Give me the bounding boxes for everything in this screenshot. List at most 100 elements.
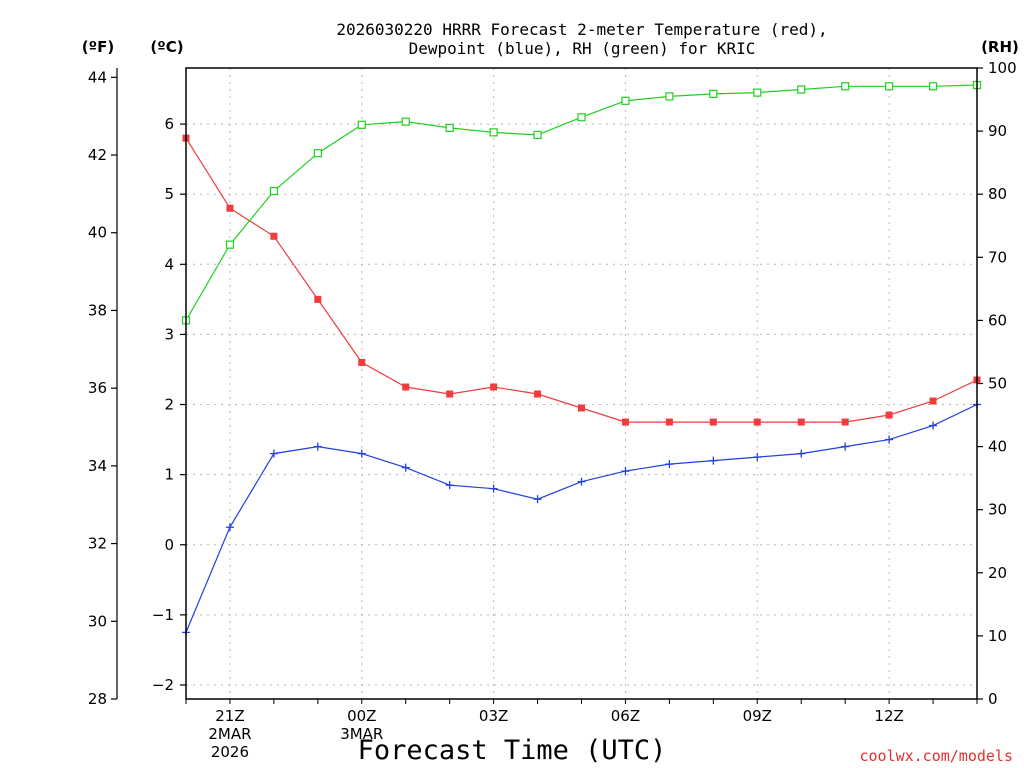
- dewpoint-point: [885, 435, 894, 444]
- temperature-point: [270, 232, 278, 240]
- x-tick-label: 00Z: [347, 707, 376, 725]
- rh-point: [445, 123, 454, 133]
- dewpoint-point: [269, 449, 278, 458]
- temperature-point: [753, 418, 761, 426]
- celsius-unit-label: (ºC): [150, 38, 183, 56]
- temperature-point: [226, 204, 234, 212]
- rh-point: [225, 240, 235, 249]
- dewpoint-point: [313, 442, 322, 451]
- dewpoint-point: [797, 449, 806, 458]
- dewpoint-point: [929, 421, 938, 430]
- celsius-tick-label: −2: [152, 676, 174, 694]
- fahrenheit-tick-label: 38: [88, 301, 107, 319]
- axes: 283032343638404244−2−1012345601020304050…: [88, 59, 1017, 761]
- temperature-point: [929, 397, 937, 405]
- temperature-point: [402, 383, 410, 391]
- temperature-line: [185, 137, 978, 423]
- celsius-tick-label: 1: [164, 466, 174, 484]
- temperature-point: [709, 418, 717, 426]
- dewpoint-point: [709, 456, 718, 465]
- fahrenheit-tick-label: 34: [88, 457, 107, 475]
- rh-tick-label: 40: [988, 438, 1007, 456]
- x-tick-label: 03Z: [479, 707, 508, 725]
- rh-point: [797, 85, 806, 94]
- fahrenheit-unit-label: (ºF): [82, 38, 114, 56]
- rh-point: [533, 130, 542, 139]
- x-tick-label: 2026: [211, 743, 249, 761]
- dewpoint-point: [577, 477, 586, 486]
- dewpoint-point: [489, 484, 498, 493]
- temperature-point: [490, 383, 498, 391]
- temperature-point: [841, 418, 849, 426]
- temperature-point: [621, 418, 629, 426]
- rh-point: [577, 113, 586, 122]
- x-tick-label: 09Z: [743, 707, 772, 725]
- fahrenheit-tick-label: 40: [88, 224, 107, 242]
- dewpoint-point: [533, 495, 542, 504]
- rh-point: [928, 82, 938, 91]
- rh-tick-label: 100: [988, 59, 1017, 77]
- x-tick-label: 21Z: [215, 707, 244, 725]
- rh-tick-label: 90: [988, 122, 1007, 140]
- fahrenheit-tick-label: 36: [88, 379, 107, 397]
- credit-text: coolwx.com/models: [859, 747, 1013, 765]
- dewpoint-point: [621, 467, 630, 476]
- chart-subtitle: Dewpoint (blue), RH (green) for KRIC: [409, 39, 756, 58]
- rh-point: [841, 82, 850, 91]
- fahrenheit-tick-label: 42: [88, 146, 107, 164]
- rh-point: [401, 117, 410, 126]
- rh-tick-label: 80: [988, 185, 1007, 203]
- celsius-tick-label: 0: [164, 536, 174, 554]
- temperature-point: [797, 418, 805, 426]
- celsius-tick-label: 3: [164, 325, 174, 343]
- fahrenheit-tick-label: 32: [88, 535, 107, 553]
- rh-tick-label: 70: [988, 248, 1007, 266]
- temperature-point: [578, 404, 585, 412]
- rh-tick-label: 20: [988, 564, 1007, 582]
- fahrenheit-tick-label: 30: [88, 612, 107, 630]
- temperature-point: [665, 418, 673, 426]
- dewpoint-point: [225, 523, 234, 532]
- rh-tick-label: 60: [988, 311, 1007, 329]
- rh-point: [357, 120, 366, 129]
- rh-tick-label: 30: [988, 501, 1007, 519]
- x-tick-label: 3MAR: [340, 725, 383, 743]
- x-tick-label: 06Z: [611, 707, 640, 725]
- x-tick-label: 12Z: [874, 707, 903, 725]
- temperature-point: [534, 390, 542, 398]
- temperature-point: [446, 390, 454, 398]
- rh-point: [269, 186, 278, 196]
- data-series: [181, 80, 982, 637]
- rh-point: [489, 128, 498, 137]
- rh-point: [313, 149, 322, 158]
- rh-tick-label: 0: [988, 690, 998, 708]
- celsius-tick-label: 4: [164, 255, 174, 273]
- fahrenheit-tick-label: 28: [88, 690, 107, 708]
- celsius-tick-label: 6: [164, 115, 174, 133]
- dewpoint-point: [753, 453, 762, 462]
- rh-tick-label: 50: [988, 375, 1007, 393]
- chart-title: 2026030220 HRRR Forecast 2-meter Tempera…: [336, 20, 827, 39]
- fahrenheit-tick-label: 44: [88, 68, 107, 86]
- temperature-point: [314, 295, 322, 303]
- temperature-point: [358, 358, 366, 366]
- temperature-point: [885, 411, 893, 419]
- dewpoint-point: [401, 463, 410, 472]
- dewpoint-line: [185, 403, 978, 633]
- plot-frame: [185, 67, 978, 700]
- rh-unit-label: (RH): [981, 38, 1019, 56]
- rh-point: [709, 89, 718, 98]
- grid: [186, 68, 977, 699]
- rh-point: [885, 82, 894, 91]
- celsius-tick-label: 5: [164, 185, 174, 203]
- x-axis-title: Forecast Time (UTC): [358, 735, 667, 766]
- rh-tick-label: 10: [988, 627, 1007, 645]
- dewpoint-point: [665, 460, 674, 469]
- dewpoint-point: [357, 449, 366, 458]
- rh-point: [665, 92, 674, 101]
- dewpoint-point: [841, 442, 850, 451]
- celsius-tick-label: −1: [152, 606, 174, 624]
- rh-point: [621, 96, 630, 105]
- celsius-tick-label: 2: [164, 396, 174, 414]
